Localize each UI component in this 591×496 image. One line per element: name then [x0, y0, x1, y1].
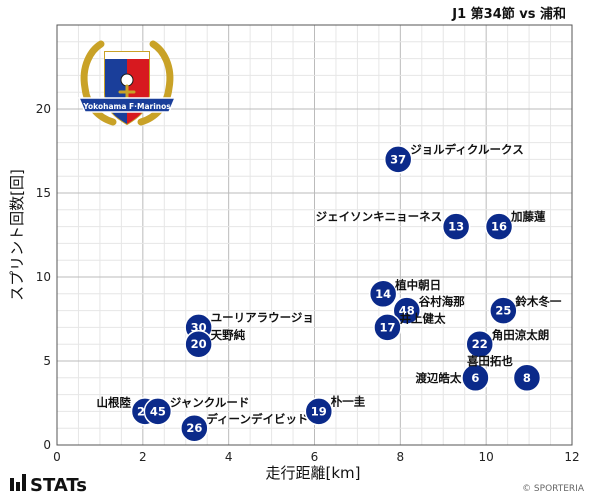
data-point-marker [441, 212, 471, 241]
data-point-label: 鈴木冬一 [515, 295, 561, 309]
y-tick-label: 10 [36, 270, 51, 284]
data-point: 8 喜田拓也 [467, 354, 542, 393]
data-point: 20 天野純 [184, 328, 246, 359]
data-point-marker [512, 363, 542, 393]
stats-brand: STATs [10, 474, 87, 496]
x-axis-ticks: 0 2 4 6 8 10 12 [53, 450, 579, 464]
data-point-label: 谷村海那 [419, 295, 465, 309]
chart-title: J1 第34節 vs 浦和 [451, 6, 566, 22]
y-axis-label: スプリント回数[回] [8, 169, 26, 301]
data-point-label: ジョルディクルークス [410, 142, 524, 156]
y-tick-label: 0 [43, 438, 51, 452]
data-point: 26 ディーンデイビッド [180, 412, 308, 443]
data-point-number: 14 [375, 287, 391, 301]
data-point-marker [383, 145, 413, 174]
data-point-marker [304, 397, 334, 426]
data-point: 19 朴一圭 [304, 394, 366, 426]
data-point-label: ディーンデイビッド [206, 412, 308, 426]
data-point-number: 20 [191, 337, 207, 351]
data-point-number: 13 [448, 220, 464, 234]
y-tick-label: 20 [36, 102, 51, 116]
data-point-number: 25 [495, 304, 511, 318]
data-point-number: 37 [390, 152, 406, 166]
data-point: 25 鈴木冬一 [489, 295, 562, 325]
data-point-number: 22 [472, 337, 488, 351]
data-point-label: 天野純 [211, 328, 246, 342]
crest-banner-text: Yokohama F·Marinos [82, 102, 171, 111]
x-tick-label: 2 [139, 450, 147, 464]
data-point-marker [465, 329, 494, 359]
data-point-number: 19 [311, 404, 327, 418]
data-point-label: 山根陸 [96, 395, 131, 409]
x-tick-label: 4 [225, 450, 233, 464]
data-point-marker [368, 279, 398, 309]
data-point-marker [461, 363, 490, 393]
data-point-number: 45 [150, 404, 166, 418]
data-point-label: ユーリアラウージョ [211, 310, 314, 324]
copyright: © SPORTERIA [522, 484, 585, 494]
data-point: 17 井上健太 [373, 311, 446, 342]
data-point: 48 谷村海那 [392, 295, 465, 325]
data-point-label: 井上健太 [399, 311, 445, 325]
data-point: 6 渡辺皓太 [415, 363, 490, 393]
data-point: 22 角田涼太朗 [465, 328, 549, 359]
data-point-marker [373, 313, 402, 342]
data-point-marker [184, 329, 213, 359]
data-points: 37ジョルディクルークス13ジェイソンキニョーネス16加藤蓮14植中朝日48谷村… [96, 142, 562, 443]
x-tick-label: 12 [564, 450, 579, 464]
data-point: 45 ジャンクルード [143, 395, 250, 426]
x-tick-label: 6 [311, 450, 319, 464]
data-point-number: 17 [379, 320, 395, 334]
data-point-marker [484, 212, 514, 241]
x-tick-label: 8 [397, 450, 405, 464]
data-point-label: 加藤蓮 [510, 210, 546, 224]
y-tick-label: 5 [43, 354, 51, 368]
y-axis-ticks: 0 5 10 15 20 [36, 102, 51, 452]
data-point-number: 16 [491, 220, 507, 234]
plot-frame [56, 24, 573, 446]
data-point-number: 48 [399, 304, 415, 318]
data-point-marker [392, 296, 422, 325]
data-point: 13 ジェイソンキニョーネス [316, 210, 471, 241]
data-point-label: ジェイソンキニョーネス [316, 210, 443, 224]
stats-brand-text: STATs [30, 475, 87, 496]
x-axis-label: 走行距離[km] [265, 464, 360, 482]
data-point-label: 渡辺皓太 [415, 371, 461, 385]
data-point-label: 朴一圭 [331, 394, 366, 408]
y-tick-label: 15 [36, 186, 51, 200]
data-point-number: 26 [186, 421, 202, 435]
x-tick-label: 10 [479, 450, 494, 464]
data-point-marker [143, 397, 173, 426]
data-point-label: 植中朝日 [394, 278, 441, 292]
data-point-number: 6 [471, 371, 479, 385]
data-point-marker [180, 413, 209, 443]
club-crest-logo: Yokohama F·Marinos [77, 40, 177, 126]
data-point: 37 ジョルディクルークス [383, 142, 524, 174]
data-point-marker [489, 296, 518, 325]
data-point-number: 8 [523, 371, 531, 385]
data-point-label: 喜田拓也 [467, 354, 513, 368]
data-point-label: 角田涼太朗 [492, 328, 549, 342]
x-tick-label: 0 [53, 450, 61, 464]
data-point-label: ジャンクルード [170, 395, 250, 409]
